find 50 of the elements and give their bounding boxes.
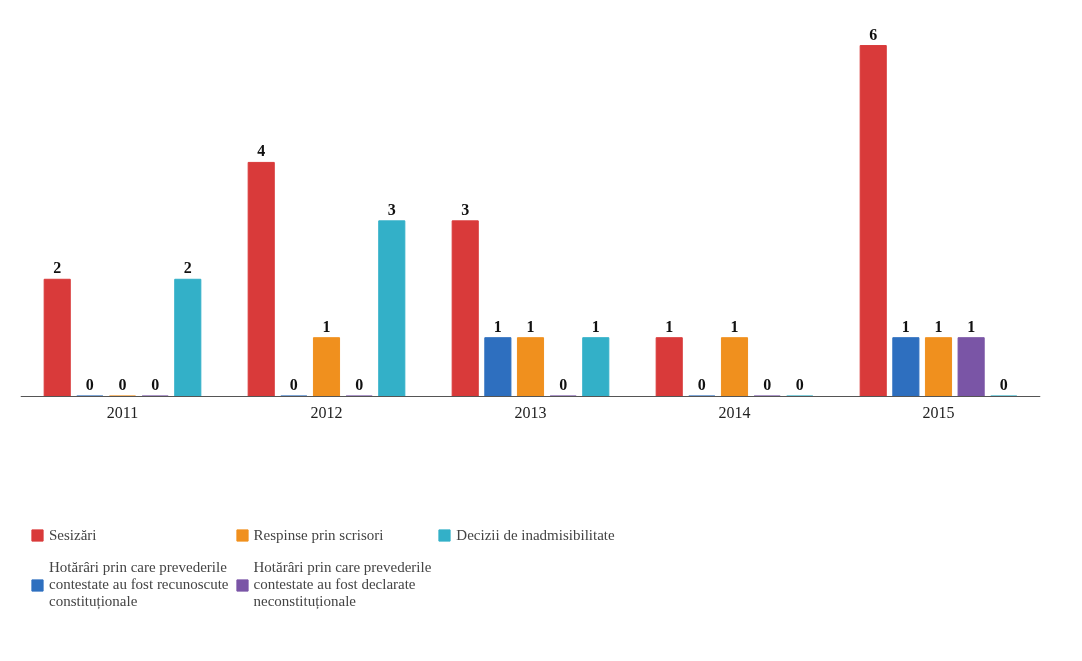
data-label: 0 [355,376,364,394]
data-label: 1 [591,317,600,335]
data-label: 0 [795,376,804,394]
bar [174,278,202,397]
bar [451,220,479,397]
bar [957,337,985,397]
bar [655,337,683,397]
bar [378,220,406,397]
bar [43,278,71,397]
bar [516,337,545,397]
data-label: 1 [934,317,943,335]
data-label: 0 [763,376,772,394]
data-label: 2 [183,259,192,277]
legend-label: Hotărâri prin care prevederile contestate au fost declarate neconstituționale [253,559,432,610]
data-label: 3 [387,200,396,218]
data-label: 0 [559,376,568,394]
data-label: 1 [665,317,674,335]
legend-label: Hotărâri prin care prevederile contestate au fost recunoscute constituționale [49,559,229,610]
data-label: 1 [901,317,910,335]
bar [859,45,887,397]
bar [720,337,749,397]
legend-label: Decizii de inadmisibilitate [456,525,615,545]
data-label: 4 [257,142,266,160]
bar [312,337,341,397]
data-label: 0 [151,376,160,394]
data-label: 1 [967,317,976,335]
data-label: 2 [53,259,62,277]
x-tick-label: 2014 [718,404,751,422]
data-label: 0 [697,376,706,394]
data-label: 3 [461,200,470,218]
bar [582,337,610,397]
data-label: 0 [118,376,127,394]
bar [247,161,275,397]
bar [892,337,920,397]
bar [924,337,953,397]
data-label: 1 [322,317,331,335]
data-label: 1 [526,317,535,335]
data-label: 0 [999,376,1008,394]
data-label: 1 [730,317,739,335]
data-label: 6 [869,25,878,43]
x-tick-label: 2013 [514,404,547,422]
data-label: 0 [289,376,298,394]
data-label: 1 [493,317,502,335]
x-tick-label: 2011 [106,404,139,422]
x-tick-label: 2012 [310,404,343,422]
bar [484,337,512,397]
legend-label: Respinse prin scrisori [253,525,384,545]
legend-label: Sesizări [49,525,97,545]
x-tick-label: 2015 [922,404,955,422]
data-label: 0 [85,376,94,394]
